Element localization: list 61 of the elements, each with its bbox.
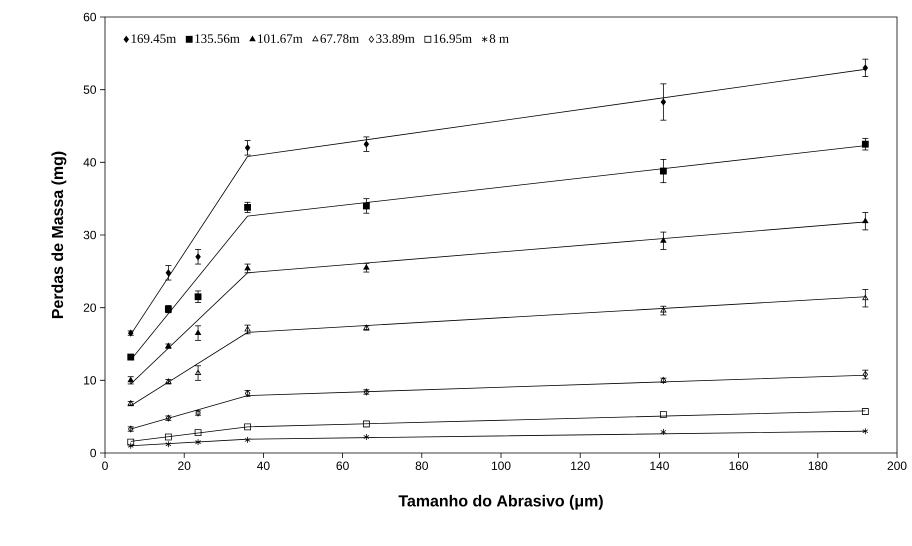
x-tick-label: 40 xyxy=(257,462,270,470)
y-tick-label: 40 xyxy=(83,158,96,167)
point xyxy=(364,140,370,148)
legend-label: 67.78m xyxy=(320,34,359,44)
point xyxy=(862,64,868,72)
point xyxy=(244,204,251,211)
point xyxy=(862,140,869,148)
point xyxy=(195,438,202,446)
point xyxy=(862,428,868,435)
point xyxy=(195,253,201,260)
point xyxy=(165,440,172,448)
point xyxy=(128,442,134,450)
point xyxy=(127,354,134,360)
point xyxy=(660,237,666,243)
point xyxy=(127,438,134,446)
x-tick-label: 0 xyxy=(102,462,108,470)
point xyxy=(244,436,251,444)
point xyxy=(862,218,868,224)
y-tick-label: 30 xyxy=(84,230,96,240)
point xyxy=(194,429,202,436)
legend-label: 16.95m xyxy=(434,34,472,44)
x-tick-label: 120 xyxy=(571,462,590,470)
y-tick-label: 20 xyxy=(84,303,96,312)
legend-label: 8 m xyxy=(490,34,509,43)
y-tick-label: 0 xyxy=(90,448,96,458)
point xyxy=(660,428,666,436)
point xyxy=(363,434,370,440)
point xyxy=(363,264,370,270)
point xyxy=(660,307,666,312)
x-tick-label: 60 xyxy=(336,462,349,470)
legend-label: 33.89m xyxy=(376,34,415,44)
y-tick-label: 60 xyxy=(84,12,96,22)
y-tick-label: 50 xyxy=(84,85,96,94)
legend-label: 135.56m xyxy=(195,34,240,44)
point xyxy=(244,326,251,332)
point xyxy=(244,423,251,430)
point xyxy=(660,168,667,174)
x-tick-label: 160 xyxy=(730,462,748,470)
x-tick-label: 20 xyxy=(178,462,190,470)
x-tick-label: 180 xyxy=(808,462,828,470)
point xyxy=(362,420,370,428)
point xyxy=(195,330,202,335)
point xyxy=(244,144,250,152)
point xyxy=(195,370,202,375)
x-tick-label: 200 xyxy=(888,462,907,470)
x-tick-label: 80 xyxy=(416,462,428,470)
y-axis-title: Perdas de Massa (mg) xyxy=(51,152,66,318)
point xyxy=(660,98,666,106)
legend-label: 101.67m xyxy=(258,34,303,44)
x-axis-title: Tamanho do Abrasivo (μm) xyxy=(398,494,603,510)
point xyxy=(862,408,869,415)
x-tick-label: 140 xyxy=(650,462,669,470)
point xyxy=(164,434,172,440)
point xyxy=(166,269,172,276)
y-tick-label: 10 xyxy=(84,376,96,385)
x-tick-label: 100 xyxy=(492,462,511,470)
point xyxy=(194,293,202,300)
point xyxy=(660,411,667,418)
point xyxy=(244,265,251,270)
point xyxy=(362,202,370,210)
legend-label: 169.45m xyxy=(132,34,176,44)
